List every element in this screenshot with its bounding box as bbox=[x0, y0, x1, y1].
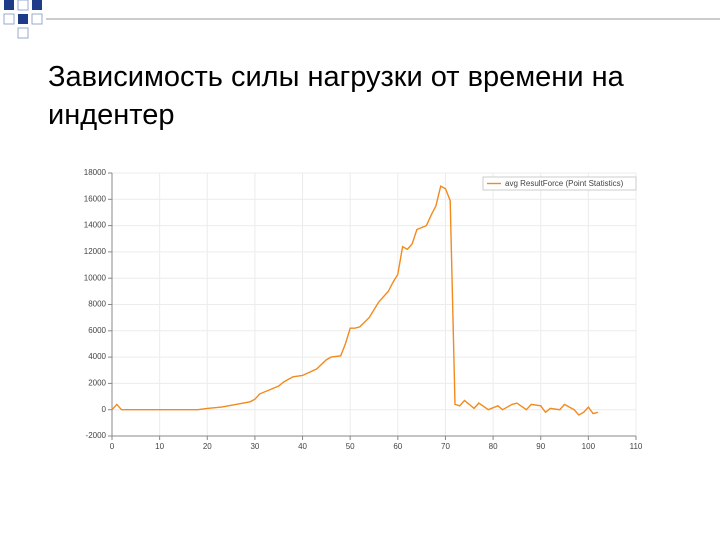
x-tick-label: 10 bbox=[155, 442, 164, 451]
y-tick-label: 6000 bbox=[88, 326, 106, 335]
x-tick-label: 80 bbox=[489, 442, 498, 451]
y-tick-label: 18000 bbox=[84, 168, 107, 177]
x-tick-label: 0 bbox=[110, 442, 115, 451]
x-tick-label: 90 bbox=[536, 442, 545, 451]
x-tick-label: 30 bbox=[250, 442, 259, 451]
y-tick-label: 4000 bbox=[88, 352, 106, 361]
x-tick-label: 20 bbox=[203, 442, 212, 451]
y-tick-label: 12000 bbox=[84, 247, 107, 256]
x-tick-label: 110 bbox=[630, 442, 643, 451]
x-tick-label: 40 bbox=[298, 442, 307, 451]
y-tick-label: 2000 bbox=[88, 379, 106, 388]
legend-label: avg ResultForce (Point Statistics) bbox=[505, 179, 624, 188]
x-tick-label: 70 bbox=[441, 442, 450, 451]
x-tick-label: 100 bbox=[582, 442, 596, 451]
y-tick-label: 16000 bbox=[84, 194, 107, 203]
y-tick-label: 0 bbox=[102, 405, 107, 414]
y-tick-label: -2000 bbox=[86, 431, 107, 440]
legend-box bbox=[482, 176, 637, 191]
x-tick-label: 50 bbox=[346, 442, 355, 451]
x-tick-label: 60 bbox=[393, 442, 402, 451]
y-tick-label: 14000 bbox=[84, 221, 107, 230]
decoration bbox=[3, 0, 720, 39]
data-line bbox=[111, 185, 599, 416]
y-tick-label: 10000 bbox=[84, 273, 107, 282]
slide-title: Зависимость силы нагрузки от времени на … bbox=[48, 61, 624, 131]
y-tick-label: 8000 bbox=[88, 300, 106, 309]
